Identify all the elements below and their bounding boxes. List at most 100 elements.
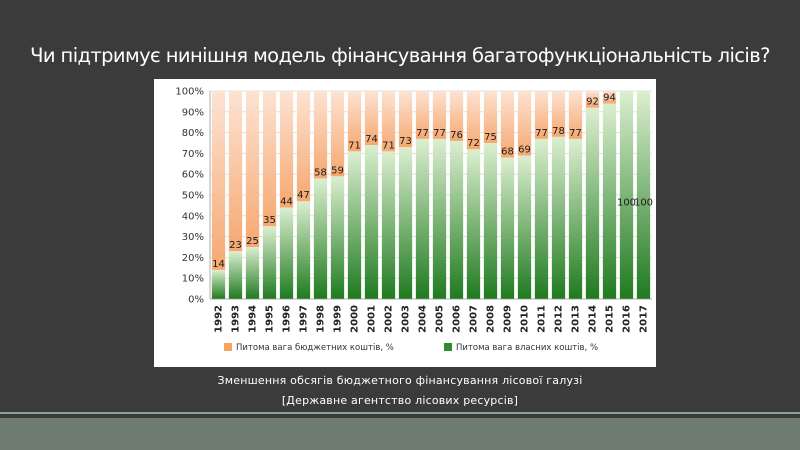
y-tick-label: 30% bbox=[182, 232, 204, 243]
data-label: 77 bbox=[535, 128, 548, 139]
bar-own-funds bbox=[330, 176, 345, 299]
x-tick-label: 2010 bbox=[520, 305, 531, 333]
data-label: 100 bbox=[634, 197, 653, 208]
bar-budget-funds bbox=[568, 91, 583, 139]
footer-divider bbox=[0, 412, 800, 414]
bar-own-funds bbox=[432, 138, 447, 299]
chart-caption: Зменшення обсягів бюджетного фінансуванн… bbox=[217, 374, 583, 387]
bar-own-funds bbox=[619, 91, 634, 299]
data-label: 35 bbox=[263, 215, 276, 226]
data-label: 100 bbox=[617, 197, 636, 208]
bar-own-funds bbox=[517, 155, 532, 299]
x-tick-label: 2004 bbox=[418, 305, 429, 333]
bar-budget-funds bbox=[449, 91, 464, 141]
y-tick-label: 0% bbox=[188, 295, 204, 306]
data-label: 69 bbox=[518, 144, 531, 155]
bar-own-funds bbox=[500, 157, 515, 299]
slide-title: Чи підтримує нинішня модель фінансування… bbox=[30, 44, 770, 67]
data-label: 68 bbox=[501, 147, 514, 158]
data-label: 58 bbox=[314, 167, 327, 178]
y-tick-label: 20% bbox=[182, 253, 204, 264]
bar-own-funds bbox=[398, 147, 413, 299]
bar-budget-funds bbox=[245, 91, 260, 247]
data-label: 44 bbox=[280, 196, 293, 207]
bar-own-funds bbox=[466, 149, 481, 299]
data-label: 73 bbox=[399, 136, 412, 147]
bar-budget-funds bbox=[483, 91, 498, 143]
x-tick-label: 2017 bbox=[639, 305, 650, 333]
data-label: 59 bbox=[331, 165, 344, 176]
y-tick-label: 50% bbox=[182, 191, 204, 202]
stacked-bar-chart: 14 23 25 35 44 47 58 59 71 74 71 73 77 77 76 72 75 68 69 77… bbox=[175, 87, 653, 354]
bar-own-funds bbox=[568, 138, 583, 299]
bar-budget-funds bbox=[466, 91, 481, 150]
x-tick-label: 1997 bbox=[299, 305, 310, 333]
x-tick-label: 2001 bbox=[367, 305, 378, 333]
data-label: 25 bbox=[246, 236, 259, 247]
x-tick-label: 1992 bbox=[214, 305, 225, 333]
data-label: 14 bbox=[212, 259, 225, 270]
data-label: 76 bbox=[450, 130, 463, 141]
bar-budget-funds bbox=[432, 91, 447, 139]
bar-own-funds bbox=[296, 201, 311, 299]
bar-budget-funds bbox=[347, 91, 362, 152]
x-tick-label: 1996 bbox=[282, 305, 293, 333]
x-tick-label: 2012 bbox=[554, 305, 565, 333]
data-label: 74 bbox=[365, 134, 378, 145]
x-tick-label: 1998 bbox=[316, 305, 327, 333]
x-tick-label: 2009 bbox=[503, 305, 514, 333]
bar-own-funds bbox=[415, 138, 430, 299]
bar-budget-funds bbox=[228, 91, 243, 252]
data-label: 72 bbox=[467, 138, 480, 149]
data-label: 92 bbox=[586, 97, 599, 108]
bar-own-funds bbox=[483, 143, 498, 299]
bar-budget-funds bbox=[534, 91, 549, 139]
y-tick-label: 90% bbox=[182, 107, 204, 118]
bar-own-funds bbox=[313, 178, 328, 299]
legend-label-own: Питома вага власних коштів, % bbox=[456, 343, 598, 353]
bar-budget-funds bbox=[551, 91, 566, 137]
data-label: 23 bbox=[229, 240, 242, 251]
x-tick-label: 2013 bbox=[571, 305, 582, 333]
bar-budget-funds bbox=[585, 91, 600, 108]
x-tick-label: 2011 bbox=[537, 305, 548, 333]
x-tick-label: 2002 bbox=[384, 305, 395, 333]
bar-budget-funds bbox=[330, 91, 345, 177]
x-tick-label: 1995 bbox=[265, 305, 276, 333]
bar-own-funds bbox=[585, 107, 600, 299]
data-label: 77 bbox=[416, 128, 429, 139]
y-tick-label: 10% bbox=[182, 274, 204, 285]
bar-budget-funds bbox=[364, 91, 379, 146]
x-tick-label: 1994 bbox=[248, 305, 259, 333]
bar-budget-funds bbox=[602, 91, 617, 104]
bar-own-funds bbox=[381, 151, 396, 299]
data-label: 75 bbox=[484, 132, 497, 143]
bar-own-funds bbox=[228, 251, 243, 299]
bar-own-funds bbox=[602, 103, 617, 299]
y-tick-label: 40% bbox=[182, 211, 204, 222]
bar-own-funds bbox=[534, 138, 549, 299]
y-tick-label: 70% bbox=[182, 149, 204, 160]
bar-budget-funds bbox=[211, 91, 226, 270]
bar-budget-funds bbox=[517, 91, 532, 156]
y-tick-label: 100% bbox=[175, 87, 204, 98]
data-label: 77 bbox=[569, 128, 582, 139]
data-label: 71 bbox=[348, 140, 361, 151]
data-label: 47 bbox=[297, 190, 310, 201]
x-tick-label: 2014 bbox=[588, 305, 599, 333]
bar-budget-funds bbox=[313, 91, 328, 179]
bar-own-funds bbox=[211, 269, 226, 299]
bar-budget-funds bbox=[500, 91, 515, 158]
legend-swatch-budget bbox=[224, 343, 232, 351]
x-tick-label: 2006 bbox=[452, 305, 463, 333]
bar-own-funds bbox=[245, 247, 260, 299]
x-tick-label: 1993 bbox=[231, 305, 242, 333]
y-tick-label: 80% bbox=[182, 128, 204, 139]
bar-budget-funds bbox=[415, 91, 430, 139]
x-tick-label: 2007 bbox=[469, 305, 480, 333]
x-tick-label: 2008 bbox=[486, 305, 497, 333]
x-tick-label: 2005 bbox=[435, 305, 446, 333]
x-tick-label: 2000 bbox=[350, 305, 361, 333]
x-tick-label: 2015 bbox=[605, 305, 616, 333]
data-label: 77 bbox=[433, 128, 446, 139]
